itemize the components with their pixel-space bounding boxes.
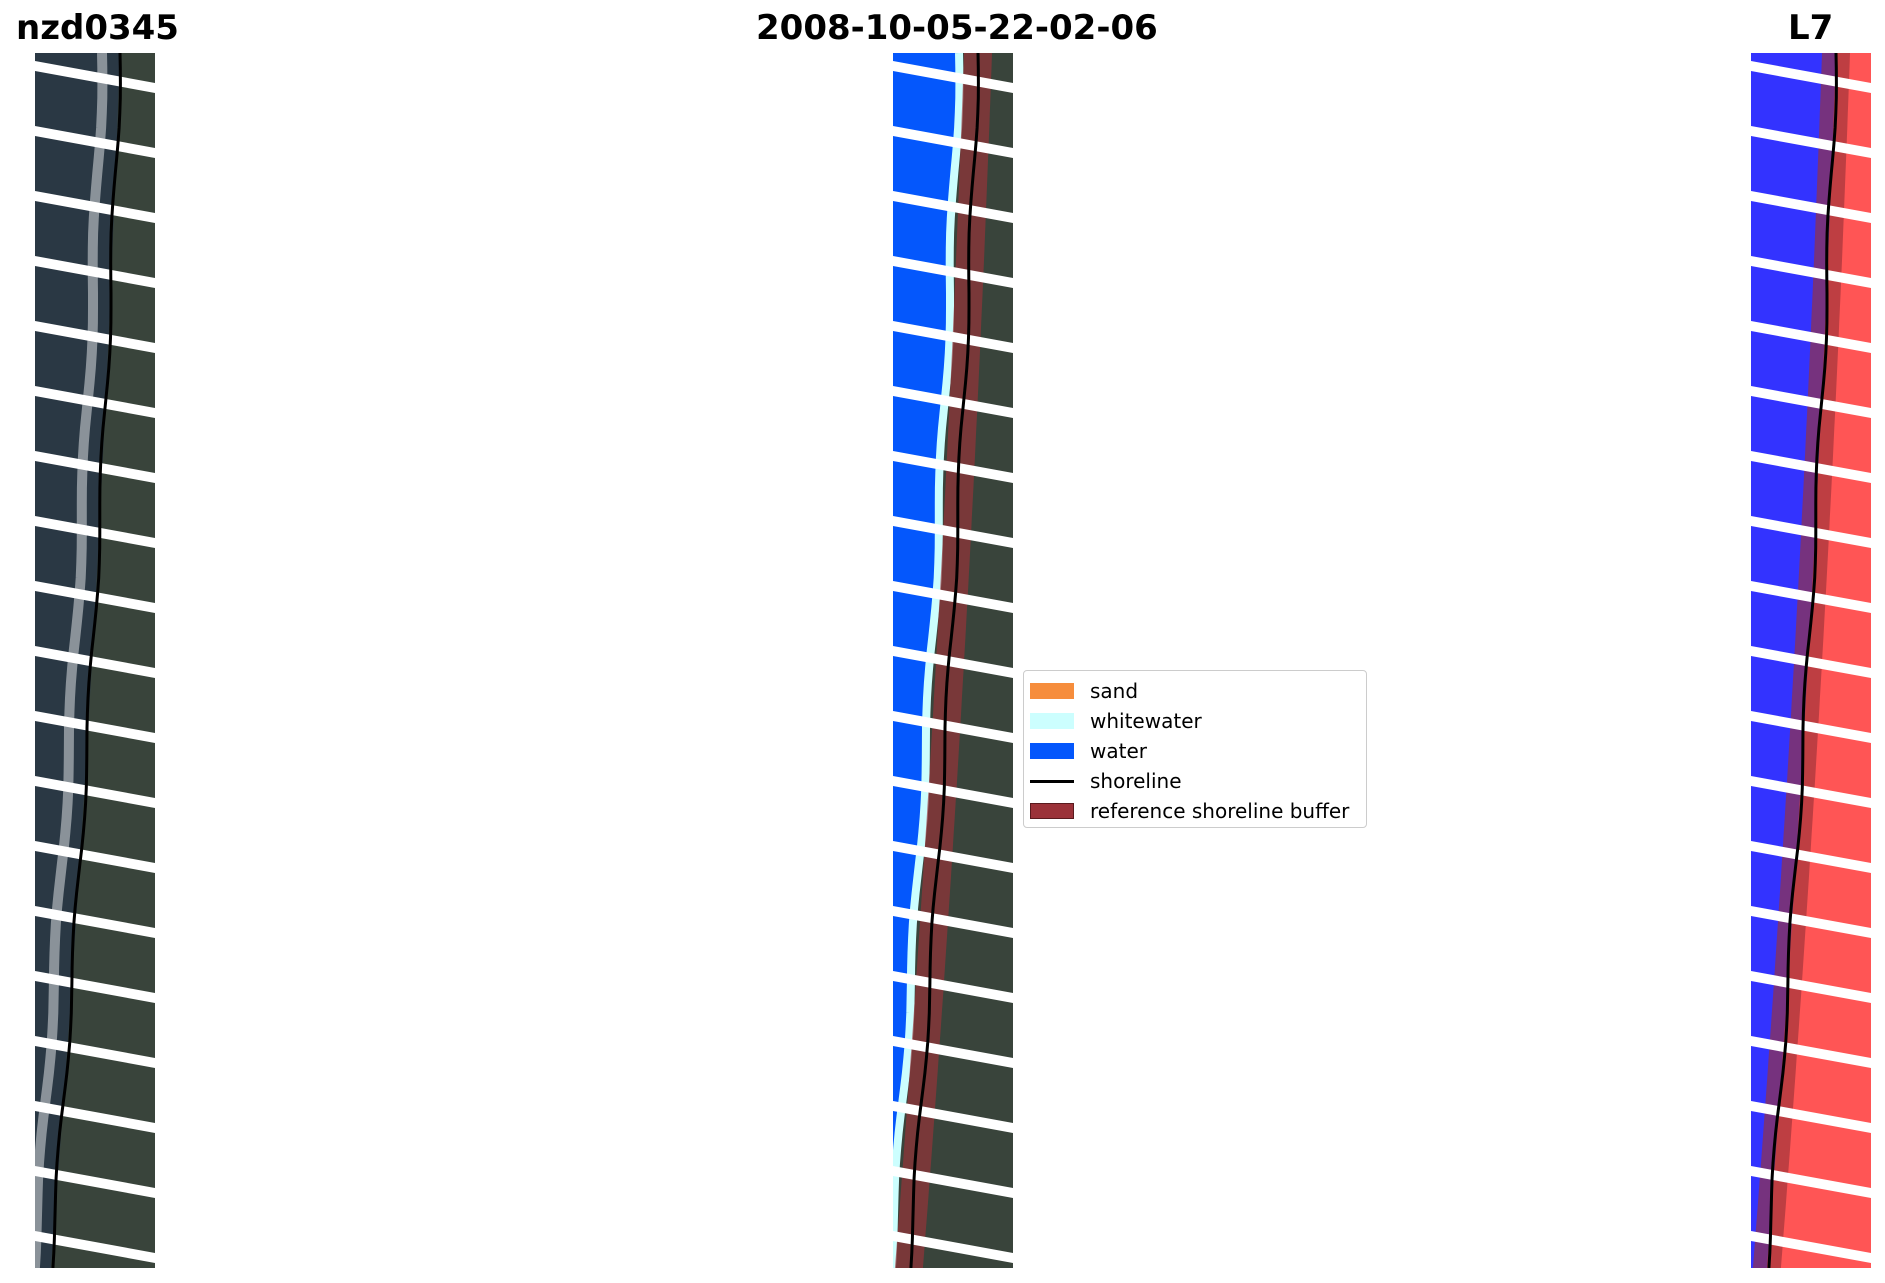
scan-gap-stripes <box>1751 61 1871 1263</box>
legend-swatch-water <box>1030 743 1074 759</box>
site-title: nzd0345 <box>16 8 179 48</box>
legend-swatch-reference-buffer <box>1030 803 1074 819</box>
shoreline <box>51 53 122 1268</box>
legend-item-whitewater: whitewater <box>1030 709 1202 733</box>
legend: sand whitewater water shoreline referenc… <box>1023 670 1367 828</box>
legend-swatch-shoreline <box>1030 779 1074 783</box>
rgb-image-panel <box>35 53 155 1268</box>
legend-item-water: water <box>1030 739 1147 763</box>
scan-gap-stripes <box>35 61 155 1263</box>
satellite-title: L7 <box>1788 8 1834 48</box>
classified-image-panel <box>893 53 1013 1268</box>
scan-gap-stripes <box>893 61 1013 1263</box>
legend-label-shoreline: shoreline <box>1090 769 1182 793</box>
legend-swatch-sand <box>1030 683 1074 699</box>
shoreline <box>1767 53 1838 1268</box>
legend-item-sand: sand <box>1030 679 1138 703</box>
legend-label-water: water <box>1090 739 1147 763</box>
date-title: 2008-10-05-22-02-06 <box>756 8 1158 48</box>
legend-label-whitewater: whitewater <box>1090 709 1202 733</box>
legend-label-reference-buffer: reference shoreline buffer <box>1090 799 1350 823</box>
legend-item-shoreline: shoreline <box>1030 769 1182 793</box>
legend-item-reference-buffer: reference shoreline buffer <box>1030 799 1349 823</box>
legend-label-sand: sand <box>1090 679 1139 703</box>
ndwi-image-panel <box>1751 53 1871 1268</box>
shoreline <box>909 53 980 1268</box>
legend-swatch-whitewater <box>1030 713 1074 729</box>
